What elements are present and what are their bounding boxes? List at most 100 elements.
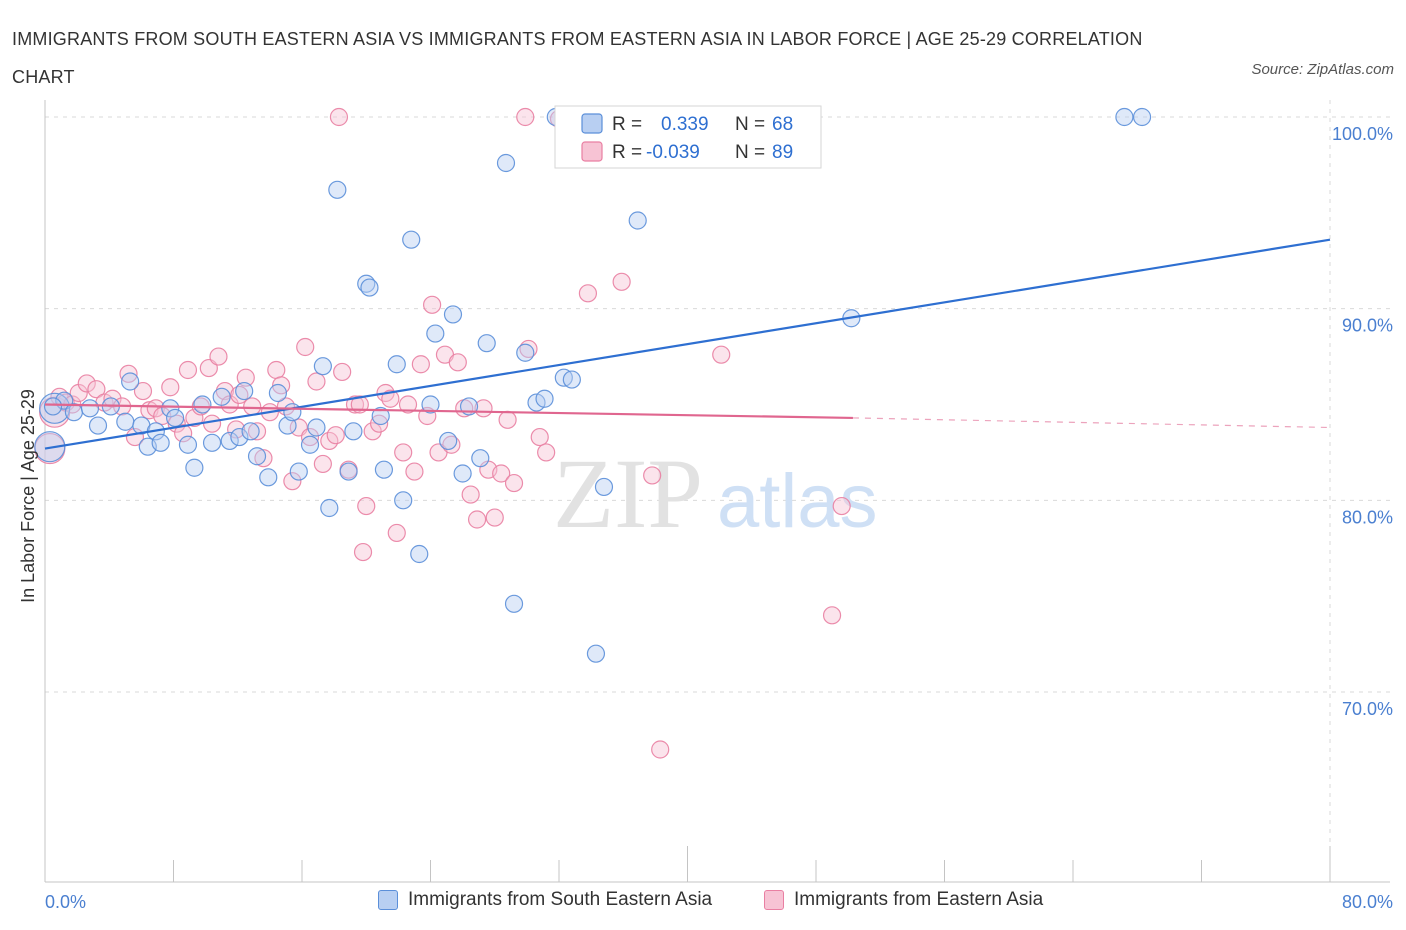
- point-south-eastern-asia: [594, 477, 614, 497]
- point-eastern-asia: [326, 426, 345, 445]
- axes: [44, 100, 1390, 883]
- y-tick-label: 90.0%: [1342, 316, 1393, 336]
- point-south-eastern-asia: [421, 395, 440, 414]
- point-eastern-asia: [405, 462, 424, 481]
- stats-n-value-pink: 89: [772, 142, 793, 163]
- point-eastern-asia: [87, 380, 106, 399]
- y-tick-label: 100.0%: [1332, 124, 1393, 144]
- point-south-eastern-asia: [410, 544, 429, 564]
- stats-r-label-pink: R =: [612, 142, 642, 163]
- point-south-eastern-asia: [402, 230, 421, 249]
- point-south-eastern-asia: [453, 464, 472, 483]
- point-south-eastern-asia: [289, 462, 308, 481]
- point-south-eastern-asia: [178, 435, 198, 454]
- point-south-eastern-asia: [1115, 107, 1134, 127]
- point-eastern-asia: [300, 427, 320, 447]
- point-south-eastern-asia: [439, 431, 458, 451]
- stats-r-value-pink: -0.039: [646, 142, 700, 163]
- point-eastern-asia: [185, 408, 204, 428]
- point-eastern-asia: [296, 337, 315, 357]
- point-eastern-asia: [423, 295, 442, 314]
- point-south-eastern-asia: [313, 357, 332, 376]
- point-eastern-asia: [643, 466, 662, 485]
- point-south-eastern-asia: [259, 468, 278, 487]
- point-eastern-asia: [161, 378, 180, 397]
- trend-line-south-eastern-asia: [44, 238, 1331, 450]
- point-eastern-asia: [77, 374, 96, 393]
- point-south-eastern-asia: [628, 211, 647, 230]
- point-south-eastern-asia: [185, 458, 204, 477]
- point-south-eastern-asia: [374, 460, 394, 479]
- series-south-eastern-asia-points: [34, 107, 1152, 663]
- y-tick-labels: 70.0% 80.0% 90.0% 100.0%: [1332, 124, 1393, 719]
- chart-title: IMMIGRANTS FROM SOUTH EASTERN ASIA VS IM…: [12, 29, 1143, 87]
- point-eastern-asia: [174, 424, 193, 443]
- watermark-atlas: atlas: [717, 459, 878, 544]
- point-eastern-asia: [370, 414, 389, 433]
- point-south-eastern-asia: [34, 431, 66, 463]
- point-south-eastern-asia: [516, 343, 535, 362]
- point-south-eastern-asia: [161, 399, 180, 418]
- trend-line-eastern-asia-extension: [852, 417, 1331, 429]
- grid-lines: [45, 100, 1390, 882]
- x-tick-label-max: 80.0%: [1342, 892, 1393, 912]
- point-eastern-asia: [712, 345, 731, 364]
- legend-item-south-eastern-asia[interactable]: Immigrants from South Eastern Asia: [378, 889, 712, 911]
- point-eastern-asia: [394, 443, 413, 462]
- point-south-eastern-asia: [443, 305, 463, 324]
- y-axis-label: In Labor Force | Age 25-29: [18, 389, 38, 603]
- point-eastern-asia: [398, 395, 418, 414]
- point-eastern-asia: [461, 485, 480, 504]
- point-south-eastern-asia: [300, 435, 320, 454]
- watermark: ZIP atlas: [553, 438, 878, 549]
- bottom-legend: Immigrants from South Eastern Asia Immig…: [0, 889, 1406, 917]
- point-eastern-asia: [103, 389, 122, 408]
- stats-r-label-blue: R =: [612, 114, 642, 135]
- point-eastern-asia: [267, 360, 286, 380]
- point-eastern-asia: [504, 473, 524, 493]
- point-eastern-asia: [353, 542, 373, 562]
- point-eastern-asia: [243, 397, 262, 416]
- point-eastern-asia: [832, 496, 851, 516]
- point-south-eastern-asia: [116, 412, 135, 431]
- trend-line-eastern-asia: [44, 403, 853, 420]
- point-south-eastern-asia: [586, 644, 606, 663]
- point-eastern-asia: [333, 362, 352, 382]
- stats-n-value-blue: 68: [772, 114, 793, 135]
- stats-legend-swatch-blue: [581, 113, 603, 134]
- point-south-eastern-asia: [496, 153, 516, 173]
- point-eastern-asia: [467, 510, 487, 529]
- legend-item-eastern-asia[interactable]: Immigrants from Eastern Asia: [764, 889, 1043, 911]
- point-eastern-asia: [247, 422, 267, 441]
- point-eastern-asia: [283, 472, 302, 491]
- point-eastern-asia: [448, 353, 467, 372]
- point-eastern-asia: [329, 107, 349, 127]
- point-eastern-asia: [492, 464, 511, 483]
- point-south-eastern-asia: [80, 399, 100, 418]
- point-south-eastern-asia: [477, 334, 496, 353]
- point-eastern-asia: [578, 284, 598, 303]
- point-eastern-asia: [119, 364, 138, 383]
- stats-n-label-blue: N =: [735, 114, 765, 135]
- y-tick-label: 80.0%: [1342, 507, 1393, 527]
- y-tick-label: 70.0%: [1342, 699, 1393, 719]
- watermark-zip: ZIP: [553, 438, 703, 549]
- point-eastern-asia: [530, 427, 549, 447]
- point-eastern-asia: [202, 414, 222, 433]
- point-south-eastern-asia: [471, 449, 490, 468]
- point-south-eastern-asia: [121, 372, 140, 391]
- point-eastern-asia: [387, 523, 406, 543]
- point-south-eastern-asia: [88, 416, 108, 435]
- point-eastern-asia: [313, 454, 332, 474]
- point-south-eastern-asia: [328, 180, 347, 199]
- point-south-eastern-asia: [166, 408, 185, 428]
- point-south-eastern-asia: [360, 278, 379, 297]
- source-label: Source: ZipAtlas.com: [1251, 61, 1394, 78]
- point-south-eastern-asia: [1132, 107, 1152, 127]
- point-south-eastern-asia: [193, 395, 212, 414]
- point-eastern-asia: [485, 508, 504, 527]
- trend-lines: [44, 238, 1331, 450]
- point-eastern-asia: [612, 272, 631, 291]
- point-south-eastern-asia: [562, 370, 581, 389]
- point-south-eastern-asia: [220, 431, 239, 451]
